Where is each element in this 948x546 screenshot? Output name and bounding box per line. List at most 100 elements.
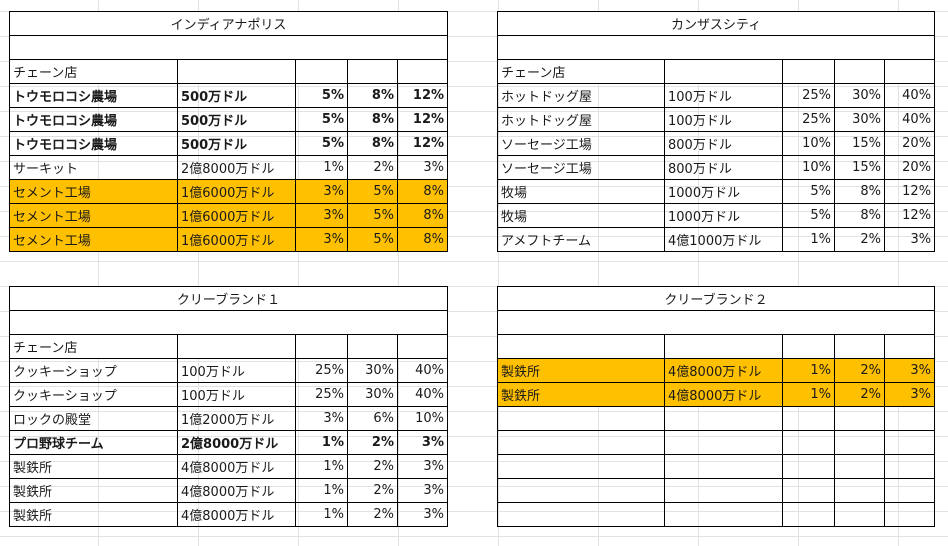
header-cell-empty[interactable] <box>177 59 296 84</box>
cell-cost[interactable]: 800万ドル <box>664 155 783 180</box>
cell-name[interactable]: ロックの殿堂 <box>9 406 178 431</box>
cell-rate-1[interactable] <box>782 406 835 431</box>
cell-name[interactable] <box>497 478 665 503</box>
cell-rate-3[interactable] <box>884 430 935 455</box>
cell-cost[interactable]: 500万ドル <box>177 107 296 132</box>
cell-rate-1[interactable]: 1% <box>295 155 348 180</box>
header-cell-empty[interactable] <box>396 59 449 84</box>
header-cell-chain-store[interactable]: チェーン店 <box>9 59 178 84</box>
cell-name[interactable] <box>497 430 665 455</box>
cell-name[interactable]: 製鉄所 <box>497 382 665 407</box>
cell-name[interactable]: 製鉄所 <box>9 454 178 479</box>
cell-rate-2[interactable]: 2% <box>834 358 885 383</box>
table-title[interactable]: クリーブランド１ <box>9 286 448 311</box>
cell-cost[interactable]: 1000万ドル <box>664 203 783 228</box>
cell-name[interactable]: ホットドッグ屋 <box>497 107 665 132</box>
cell-rate-2[interactable]: 8% <box>834 179 885 204</box>
cell-cost[interactable]: 4億1000万ドル <box>664 227 783 252</box>
cell-rate-2[interactable]: 8% <box>834 203 885 228</box>
header-cell-empty[interactable] <box>664 59 783 84</box>
header-cell-empty[interactable] <box>347 59 398 84</box>
header-cell-empty[interactable] <box>295 334 348 359</box>
cell-rate-3[interactable]: 40% <box>883 83 936 108</box>
cell-name[interactable]: 製鉄所 <box>9 478 178 503</box>
cell-rate-3[interactable]: 12% <box>883 179 936 204</box>
header-cell-empty[interactable] <box>397 334 448 359</box>
cell-rate-1[interactable]: 25% <box>295 382 348 407</box>
cell-rate-1[interactable]: 25% <box>295 358 348 383</box>
cell-cost[interactable]: 4億8000万ドル <box>664 358 783 383</box>
cell-rate-2[interactable]: 2% <box>347 478 398 503</box>
cell-rate-2[interactable]: 15% <box>834 155 885 180</box>
header-cell-chain-store[interactable] <box>497 334 665 359</box>
header-cell-empty[interactable] <box>834 334 885 359</box>
cell-rate-2[interactable]: 6% <box>347 406 398 431</box>
header-cell-empty[interactable] <box>834 59 885 84</box>
cell-rate-3[interactable]: 3% <box>397 502 448 527</box>
cell-name[interactable]: 製鉄所 <box>497 358 665 383</box>
cell-cost[interactable]: 2億8000万ドル <box>177 155 296 180</box>
cell-rate-3[interactable]: 12% <box>396 83 449 108</box>
cell-rate-1[interactable]: 1% <box>295 430 348 455</box>
cell-cost[interactable]: 1億6000万ドル <box>177 203 296 228</box>
header-cell-empty[interactable] <box>782 334 835 359</box>
cell-cost[interactable]: 1億6000万ドル <box>177 179 296 204</box>
cell-rate-2[interactable]: 30% <box>834 107 885 132</box>
cell-rate-1[interactable]: 3% <box>295 203 348 228</box>
cell-rate-1[interactable] <box>782 454 835 479</box>
cell-rate-1[interactable]: 25% <box>782 107 835 132</box>
cell-name[interactable]: 牧場 <box>497 203 665 228</box>
table-title[interactable]: インディアナポリス <box>8 11 449 36</box>
cell-rate-3[interactable]: 3% <box>397 430 448 455</box>
cell-name[interactable]: プロ野球チーム <box>9 430 178 455</box>
cell-name[interactable]: 製鉄所 <box>9 502 178 527</box>
cell-rate-2[interactable]: 8% <box>347 131 398 156</box>
cell-rate-3[interactable]: 12% <box>396 107 449 132</box>
cell-cost[interactable]: 1億2000万ドル <box>177 406 296 431</box>
cell-rate-1[interactable]: 1% <box>295 478 348 503</box>
cell-rate-3[interactable]: 3% <box>396 155 449 180</box>
cell-rate-1[interactable]: 10% <box>782 131 835 156</box>
table-title[interactable]: カンザスシティ <box>496 11 936 36</box>
cell-name[interactable]: クッキーショップ <box>9 382 178 407</box>
cell-cost[interactable]: 100万ドル <box>177 358 296 383</box>
cell-rate-3[interactable] <box>884 502 935 527</box>
cell-cost[interactable] <box>664 478 783 503</box>
cell-rate-3[interactable]: 20% <box>883 155 936 180</box>
table-title[interactable]: クリーブランド２ <box>497 286 935 311</box>
cell-rate-1[interactable]: 10% <box>782 155 835 180</box>
cell-cost[interactable]: 100万ドル <box>664 107 783 132</box>
cell-cost[interactable]: 100万ドル <box>177 382 296 407</box>
cell-cost[interactable]: 1億6000万ドル <box>177 227 296 252</box>
header-cell-empty[interactable] <box>347 334 398 359</box>
header-cell-empty[interactable] <box>883 59 936 84</box>
cell-cost[interactable]: 500万ドル <box>177 83 296 108</box>
cell-cost[interactable]: 2億8000万ドル <box>177 430 296 455</box>
cell-rate-1[interactable]: 1% <box>782 358 835 383</box>
cell-cost[interactable] <box>664 502 783 527</box>
cell-rate-2[interactable] <box>834 430 885 455</box>
cell-name[interactable]: トウモロコシ農場 <box>9 107 178 132</box>
cell-rate-2[interactable]: 2% <box>347 502 398 527</box>
cell-name[interactable]: セメント工場 <box>9 227 178 252</box>
header-cell-empty[interactable] <box>782 59 835 84</box>
cell-name[interactable]: ソーセージ工場 <box>497 155 665 180</box>
blank-row[interactable] <box>8 35 449 60</box>
cell-name[interactable]: ソーセージ工場 <box>497 131 665 156</box>
cell-rate-3[interactable]: 40% <box>397 358 448 383</box>
cell-cost[interactable]: 4億8000万ドル <box>177 454 296 479</box>
cell-rate-2[interactable]: 30% <box>347 358 398 383</box>
cell-rate-2[interactable]: 8% <box>347 107 398 132</box>
cell-rate-1[interactable]: 25% <box>782 83 835 108</box>
cell-rate-1[interactable] <box>782 478 835 503</box>
cell-rate-2[interactable]: 8% <box>347 83 398 108</box>
cell-rate-2[interactable] <box>834 406 885 431</box>
cell-rate-1[interactable]: 3% <box>295 406 348 431</box>
cell-rate-2[interactable]: 2% <box>347 454 398 479</box>
cell-rate-2[interactable]: 5% <box>347 227 398 252</box>
header-cell-chain-store[interactable]: チェーン店 <box>9 334 178 359</box>
cell-rate-3[interactable] <box>884 454 935 479</box>
cell-rate-3[interactable]: 3% <box>397 478 448 503</box>
cell-rate-3[interactable]: 3% <box>883 227 936 252</box>
cell-cost[interactable] <box>664 454 783 479</box>
